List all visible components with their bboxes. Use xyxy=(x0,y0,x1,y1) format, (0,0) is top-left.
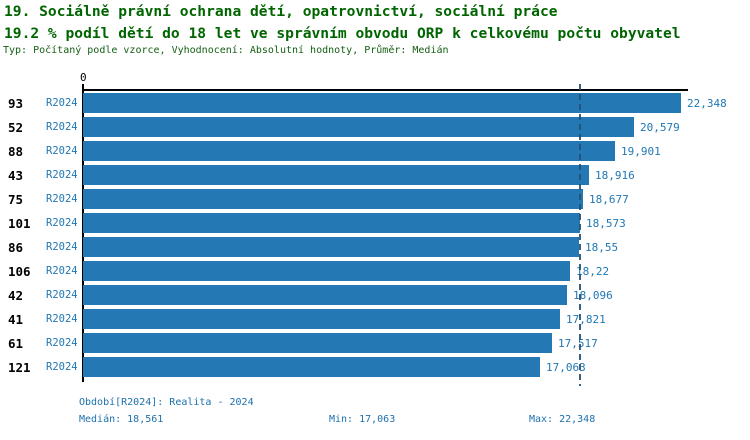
row-series-label: R2024 xyxy=(46,289,78,301)
bar xyxy=(83,333,552,353)
median-reference-line xyxy=(579,84,581,386)
bar xyxy=(83,189,583,209)
bar-value-label: 18,677 xyxy=(589,193,629,206)
row-series-label: R2024 xyxy=(46,97,78,109)
bar xyxy=(83,165,589,185)
row-series-label: R2024 xyxy=(46,217,78,229)
legend-min: Min: 17,063 xyxy=(329,414,396,425)
bar xyxy=(83,141,615,161)
chart-row: 88 R2024 19,901 xyxy=(0,141,750,161)
chart-row: 61 R2024 17,517 xyxy=(0,333,750,353)
x-axis-line xyxy=(83,89,688,91)
row-category-label: 86 xyxy=(8,240,24,255)
bar-value-label: 17,821 xyxy=(566,313,606,326)
row-series-label: R2024 xyxy=(46,241,78,253)
row-series-label: R2024 xyxy=(46,169,78,181)
bar-value-label: 18,573 xyxy=(586,217,626,230)
bar xyxy=(83,117,634,137)
bar xyxy=(83,213,580,233)
row-series-label: R2024 xyxy=(46,361,78,373)
bar xyxy=(83,261,570,281)
row-category-label: 101 xyxy=(8,216,31,231)
row-category-label: 43 xyxy=(8,168,24,183)
chart-row: 43 R2024 18,916 xyxy=(0,165,750,185)
legend-median: Medián: 18,561 xyxy=(79,414,164,425)
chart-row: 52 R2024 20,579 xyxy=(0,117,750,137)
bar-value-label: 17,517 xyxy=(558,337,598,350)
bar-value-label: 18,55 xyxy=(585,241,619,254)
axis-origin-label: 0 xyxy=(80,71,87,84)
row-category-label: 52 xyxy=(8,120,24,135)
bar-value-label: 19,901 xyxy=(621,145,661,158)
y-axis-line xyxy=(82,84,84,382)
chart-row: 41 R2024 17,821 xyxy=(0,309,750,329)
bar-value-label: 20,579 xyxy=(640,121,680,134)
row-category-label: 61 xyxy=(8,336,24,351)
bar xyxy=(83,285,567,305)
chart-row: 106 R2024 18,22 xyxy=(0,261,750,281)
row-category-label: 41 xyxy=(8,312,24,327)
row-series-label: R2024 xyxy=(46,193,78,205)
row-category-label: 42 xyxy=(8,288,24,303)
bar-value-label: 18,096 xyxy=(573,289,613,302)
bar xyxy=(83,93,681,113)
legend-period: Období[R2024]: Realita - 2024 xyxy=(79,397,254,408)
bar-value-label: 18,916 xyxy=(595,169,635,182)
chart-row: 42 R2024 18,096 xyxy=(0,285,750,305)
report-title-line2: 19.2 % podíl dětí do 18 let ve správním … xyxy=(4,25,681,42)
row-category-label: 75 xyxy=(8,192,24,207)
chart-row: 101 R2024 18,573 xyxy=(0,213,750,233)
row-series-label: R2024 xyxy=(46,265,78,277)
report-subtitle-type: Typ: Počítaný podle vzorce, Vyhodnocení:… xyxy=(3,45,449,56)
bar-value-label: 18,22 xyxy=(576,265,610,278)
report-title-line1: 19. Sociálně právní ochrana dětí, opatro… xyxy=(4,3,558,20)
row-category-label: 88 xyxy=(8,144,24,159)
row-series-label: R2024 xyxy=(46,313,78,325)
row-series-label: R2024 xyxy=(46,337,78,349)
bar xyxy=(83,309,560,329)
bar-value-label: 17,063 xyxy=(546,361,586,374)
legend-max: Max: 22,348 xyxy=(529,414,596,425)
chart-row: 86 R2024 18,55 xyxy=(0,237,750,257)
chart-row: 75 R2024 18,677 xyxy=(0,189,750,209)
bar-value-label: 22,348 xyxy=(687,97,727,110)
row-category-label: 106 xyxy=(8,264,31,279)
row-category-label: 93 xyxy=(8,96,24,111)
chart-row: 121 R2024 17,063 xyxy=(0,357,750,377)
chart-row: 93 R2024 22,348 xyxy=(0,93,750,113)
row-category-label: 121 xyxy=(8,360,31,375)
bar xyxy=(83,237,579,257)
bar xyxy=(83,357,540,377)
row-series-label: R2024 xyxy=(46,145,78,157)
row-series-label: R2024 xyxy=(46,121,78,133)
